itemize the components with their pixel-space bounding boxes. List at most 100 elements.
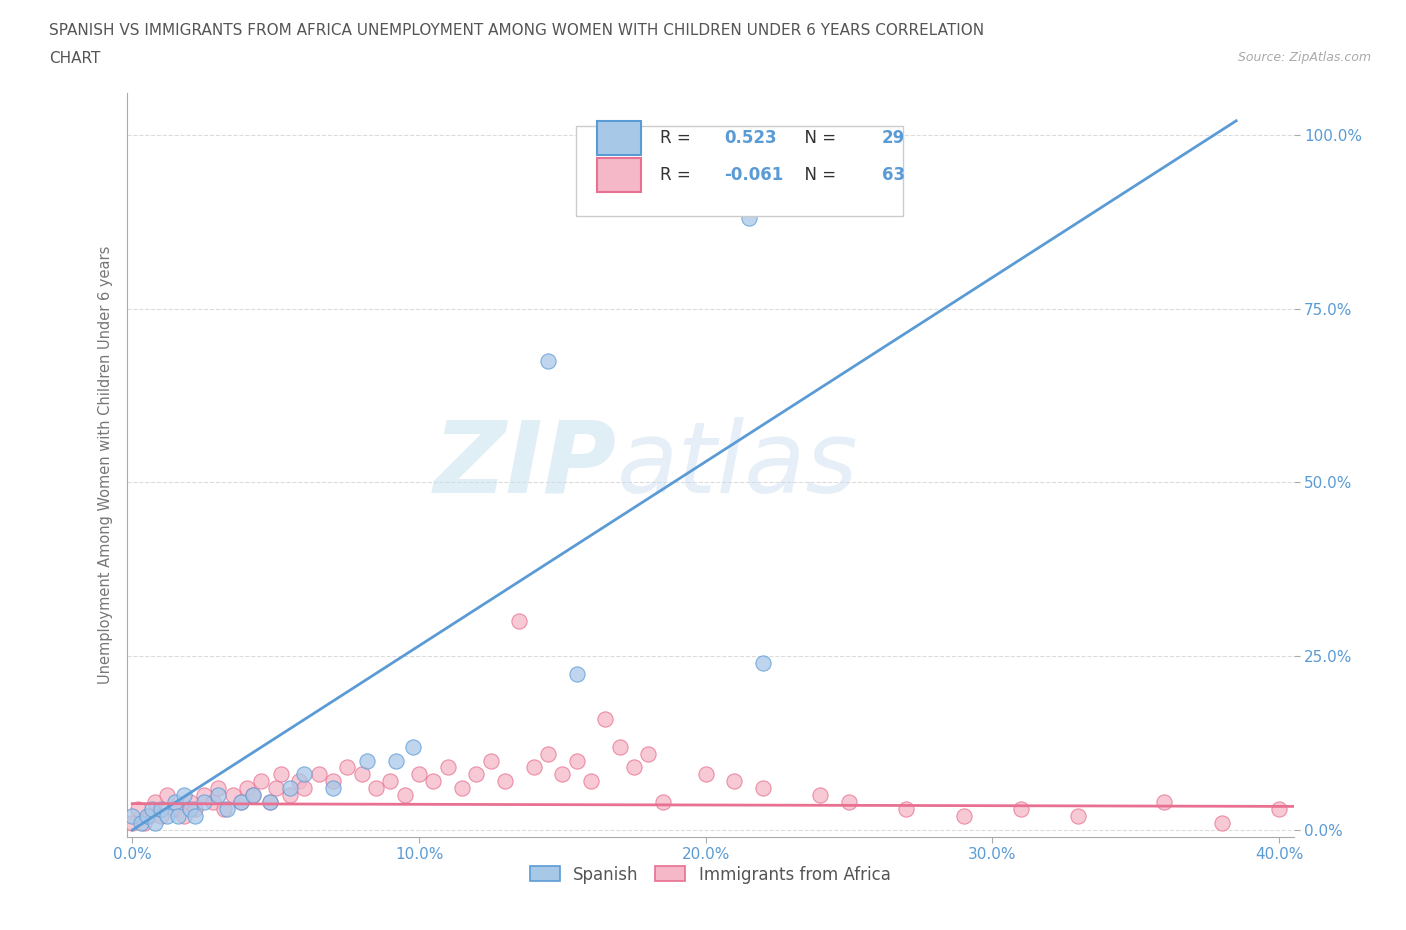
- Legend: Spanish, Immigrants from Africa: Spanish, Immigrants from Africa: [522, 857, 898, 892]
- Point: [278, 781, 301, 796]
- Point: [143, 816, 166, 830]
- Point: [242, 788, 264, 803]
- FancyBboxPatch shape: [596, 158, 641, 192]
- Point: [695, 767, 717, 782]
- Point: [1010, 802, 1032, 817]
- Point: [179, 802, 201, 817]
- Point: [350, 767, 373, 782]
- Point: [380, 774, 402, 789]
- Point: [287, 774, 309, 789]
- Text: ZIP: ZIP: [433, 417, 617, 513]
- Point: [408, 767, 430, 782]
- Point: [242, 788, 264, 803]
- Point: [1211, 816, 1233, 830]
- Point: [250, 774, 273, 789]
- Point: [231, 795, 253, 810]
- Point: [221, 788, 243, 803]
- Point: [810, 788, 832, 803]
- Point: [451, 781, 474, 796]
- Point: [356, 753, 378, 768]
- Y-axis label: Unemployment Among Women with Children Under 6 years: Unemployment Among Women with Children U…: [97, 246, 112, 684]
- Point: [723, 774, 745, 789]
- Point: [264, 781, 287, 796]
- Point: [127, 802, 149, 817]
- Point: [402, 739, 425, 754]
- Point: [259, 795, 281, 810]
- FancyBboxPatch shape: [576, 126, 903, 216]
- Point: [465, 767, 488, 782]
- Point: [537, 746, 560, 761]
- Point: [565, 753, 588, 768]
- Point: [236, 781, 259, 796]
- Point: [752, 656, 775, 671]
- Point: [308, 767, 330, 782]
- Point: [278, 788, 301, 803]
- Point: [609, 739, 631, 754]
- Point: [385, 753, 408, 768]
- Point: [179, 795, 201, 810]
- Point: [952, 809, 974, 824]
- Point: [184, 809, 207, 824]
- Point: [651, 795, 673, 810]
- Point: [322, 781, 344, 796]
- Point: [129, 816, 152, 830]
- Point: [201, 795, 224, 810]
- Point: [132, 816, 155, 830]
- Point: [270, 767, 292, 782]
- Point: [508, 614, 530, 629]
- Point: [336, 760, 359, 775]
- Point: [1153, 795, 1175, 810]
- Point: [623, 760, 645, 775]
- Point: [738, 211, 761, 226]
- Point: [212, 802, 235, 817]
- Point: [215, 802, 238, 817]
- Point: [551, 767, 574, 782]
- Text: 29: 29: [882, 128, 905, 147]
- Point: [167, 809, 190, 824]
- Text: SPANISH VS IMMIGRANTS FROM AFRICA UNEMPLOYMENT AMONG WOMEN WITH CHILDREN UNDER 6: SPANISH VS IMMIGRANTS FROM AFRICA UNEMPL…: [49, 23, 984, 38]
- Point: [637, 746, 659, 761]
- Text: CHART: CHART: [49, 51, 101, 66]
- Text: -0.061: -0.061: [724, 166, 783, 184]
- Text: 0.523: 0.523: [724, 128, 776, 147]
- Point: [838, 795, 860, 810]
- Point: [322, 774, 344, 789]
- Point: [537, 353, 560, 368]
- Point: [207, 781, 229, 796]
- Point: [896, 802, 918, 817]
- Point: [523, 760, 546, 775]
- Text: N =: N =: [794, 128, 841, 147]
- Point: [156, 809, 179, 824]
- Point: [1268, 802, 1291, 817]
- Point: [184, 802, 207, 817]
- Point: [193, 788, 215, 803]
- Point: [193, 795, 215, 810]
- Point: [143, 795, 166, 810]
- Point: [752, 781, 775, 796]
- Text: N =: N =: [794, 166, 841, 184]
- Text: R =: R =: [659, 166, 696, 184]
- Point: [207, 788, 229, 803]
- Point: [135, 809, 157, 824]
- Point: [149, 802, 172, 817]
- Point: [149, 809, 172, 824]
- Point: [565, 666, 588, 681]
- FancyBboxPatch shape: [596, 121, 641, 154]
- Point: [579, 774, 602, 789]
- Point: [138, 809, 160, 824]
- Point: [141, 802, 163, 817]
- Text: Source: ZipAtlas.com: Source: ZipAtlas.com: [1237, 51, 1371, 64]
- Point: [165, 795, 187, 810]
- Point: [494, 774, 516, 789]
- Point: [422, 774, 444, 789]
- Text: R =: R =: [659, 128, 696, 147]
- Text: 63: 63: [882, 166, 904, 184]
- Point: [121, 816, 143, 830]
- Point: [436, 760, 458, 775]
- Point: [259, 795, 281, 810]
- Point: [156, 788, 179, 803]
- Point: [738, 172, 761, 187]
- Point: [121, 809, 143, 824]
- Point: [173, 809, 195, 824]
- Point: [292, 767, 315, 782]
